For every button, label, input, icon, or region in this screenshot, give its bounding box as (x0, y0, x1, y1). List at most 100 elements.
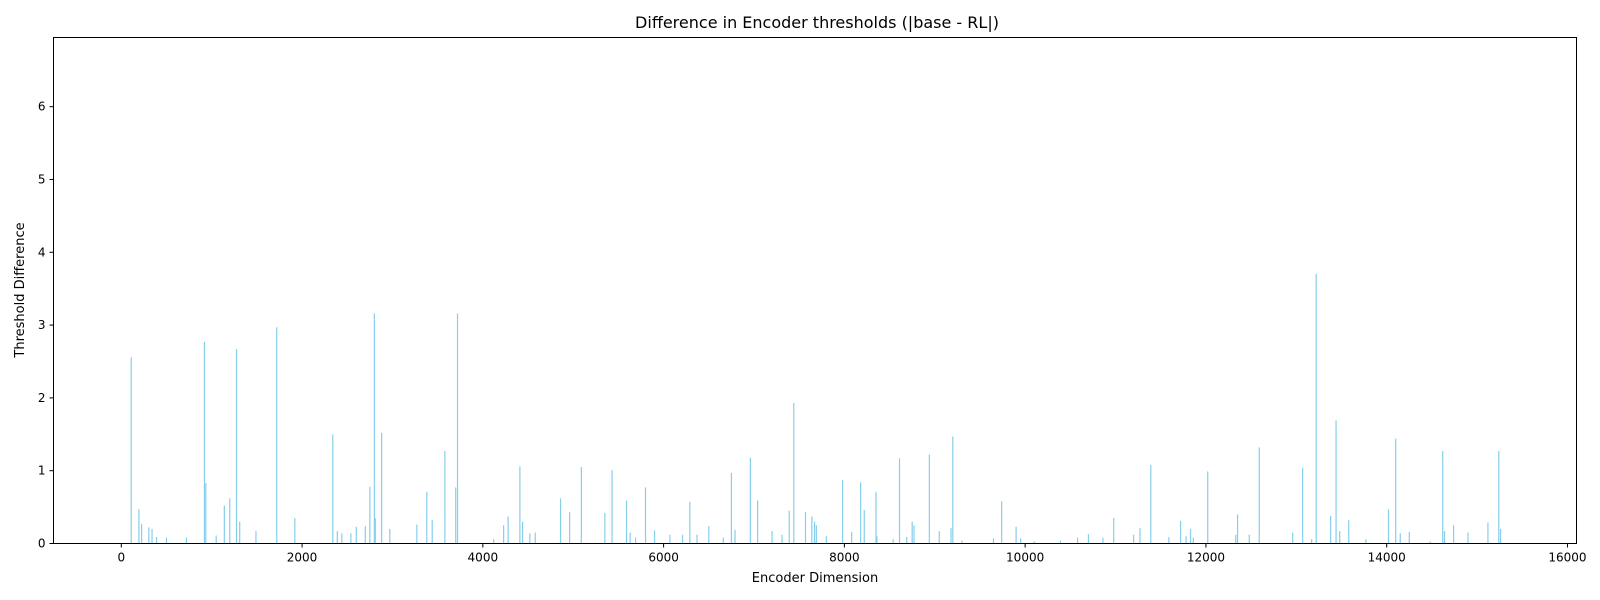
bar (1102, 537, 1104, 544)
bar (373, 313, 375, 544)
bar (1365, 539, 1367, 544)
bar (1133, 534, 1135, 544)
plot-frame (53, 37, 1577, 544)
bar (1001, 501, 1003, 544)
bar (389, 528, 391, 544)
bar (203, 341, 206, 544)
bar (863, 510, 865, 544)
bar (876, 536, 878, 544)
bar (1087, 534, 1090, 544)
bar (1189, 528, 1192, 544)
bar (1395, 438, 1397, 544)
bar (892, 539, 894, 544)
bar (629, 532, 631, 544)
bar (1059, 540, 1061, 544)
bar (1168, 536, 1170, 544)
bar (1076, 537, 1079, 544)
bar (235, 349, 238, 544)
bar (793, 402, 795, 544)
bar (804, 512, 807, 544)
bar (734, 529, 736, 544)
bar (1348, 520, 1350, 544)
bar (1499, 528, 1502, 544)
bar (961, 540, 963, 544)
bar (1330, 515, 1332, 544)
bar (1467, 532, 1469, 544)
bar (519, 466, 521, 544)
bar (928, 454, 930, 544)
x-tick-label: 6000 (648, 551, 679, 565)
bar (811, 516, 813, 544)
x-tick-label: 0 (117, 551, 125, 565)
bar (185, 537, 187, 544)
bar (860, 482, 862, 544)
x-tick-label: 10000 (1006, 551, 1044, 565)
bar (355, 526, 357, 544)
bar (148, 527, 150, 544)
bar (529, 533, 531, 544)
bar (1387, 509, 1390, 544)
bar (875, 491, 877, 544)
bar (381, 432, 383, 544)
bar (239, 521, 241, 544)
bar (431, 520, 433, 544)
bar (749, 457, 751, 544)
bar (151, 528, 153, 544)
bar (938, 531, 940, 544)
bar (493, 539, 495, 544)
bar (416, 524, 418, 544)
bar (1015, 526, 1017, 544)
bar (559, 498, 562, 544)
bar (1498, 451, 1500, 544)
chart-title: Difference in Encoder thresholds (|base … (635, 13, 999, 32)
bar (1443, 531, 1446, 544)
bar (364, 526, 366, 544)
bar (522, 521, 524, 544)
bar (1408, 531, 1410, 544)
x-tick-label: 2000 (287, 551, 318, 565)
bar (952, 436, 954, 544)
bar (708, 526, 710, 544)
bar (950, 528, 952, 544)
bar (1113, 518, 1115, 544)
bar (757, 500, 759, 544)
bars-group (130, 274, 1502, 544)
bar (1487, 522, 1489, 544)
bar (653, 530, 656, 544)
bar (1207, 471, 1209, 544)
bar (906, 536, 908, 544)
bar (851, 531, 853, 544)
x-tick-label: 16000 (1548, 551, 1586, 565)
bar (455, 487, 457, 544)
bar (669, 534, 671, 544)
bar (1150, 464, 1152, 544)
y-tick-label: 0 (38, 537, 46, 551)
bar (696, 534, 698, 544)
bar (1235, 534, 1237, 544)
bar (911, 521, 913, 544)
bar (507, 516, 509, 544)
bar (1033, 541, 1035, 544)
bar (1452, 525, 1455, 544)
bar (155, 536, 158, 544)
bar (722, 537, 724, 544)
bar (1292, 532, 1294, 544)
bar (1315, 274, 1317, 544)
bar (138, 509, 140, 544)
bar (1236, 514, 1239, 544)
y-tick-label: 3 (38, 318, 46, 332)
bar (898, 458, 901, 544)
bar (689, 502, 691, 544)
bar (444, 451, 446, 544)
x-tick-label: 8000 (829, 551, 860, 565)
bar (625, 500, 628, 544)
bar (1335, 420, 1337, 544)
bar (1339, 531, 1341, 544)
bar (165, 537, 168, 544)
bar (644, 487, 647, 544)
bar (1248, 534, 1250, 544)
bar (332, 434, 334, 544)
bar (1139, 528, 1141, 544)
